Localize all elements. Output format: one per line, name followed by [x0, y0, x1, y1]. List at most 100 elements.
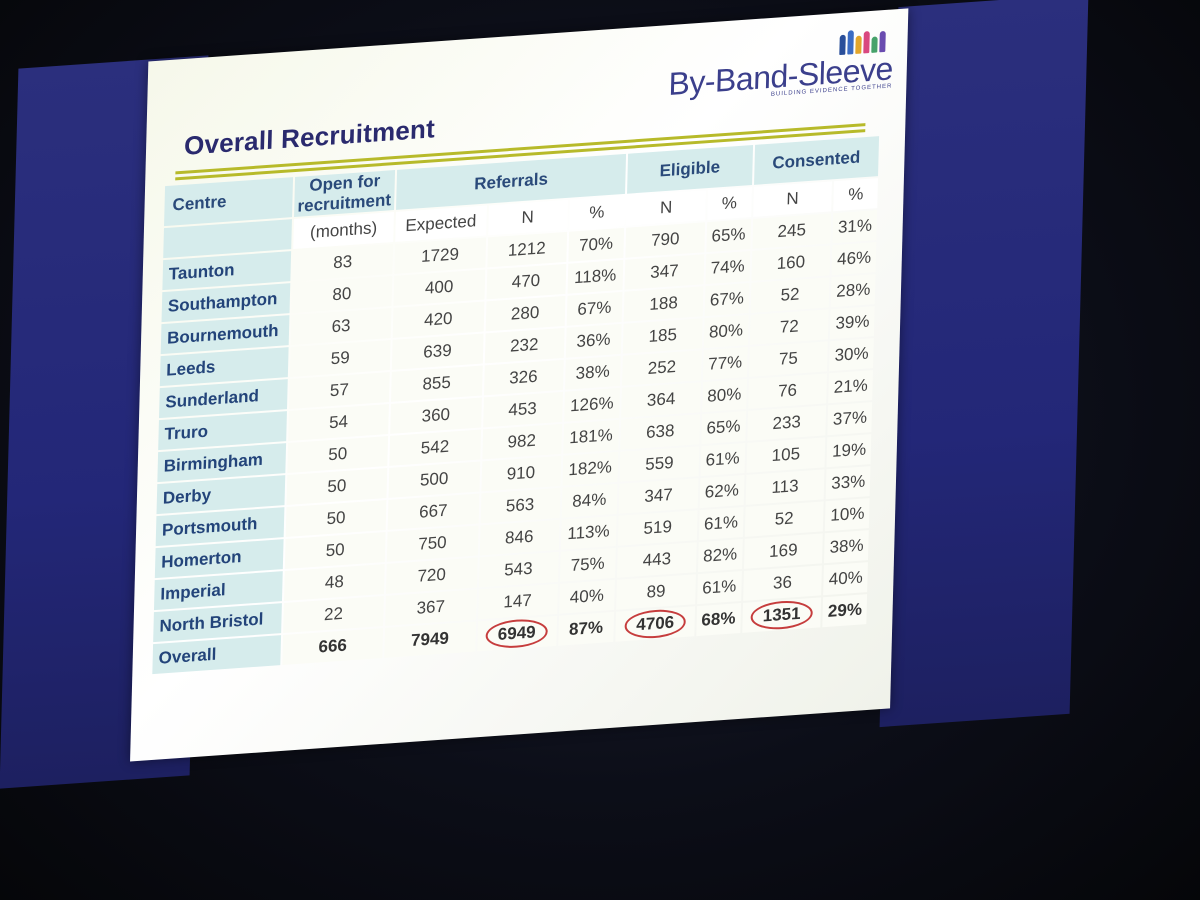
subheader-cons-pct: %	[833, 178, 878, 212]
header-centre: Centre	[164, 177, 294, 227]
subheader-ref-n: N	[487, 199, 568, 236]
cell-cons-n: 52	[744, 501, 825, 537]
highlight-circle: 1351	[750, 598, 813, 632]
cell-months: 63	[290, 308, 392, 346]
cell-elig-n: 347	[624, 254, 705, 290]
cell-cons-n: 160	[751, 245, 831, 281]
cell-ref-n: 280	[485, 295, 565, 332]
cell-months: 50	[284, 532, 386, 570]
overall-ref-pct: 87%	[557, 611, 615, 646]
cell-cons-n: 233	[746, 405, 827, 441]
cell-ref-pct: 126%	[563, 387, 621, 422]
subheader-ref-pct: %	[568, 195, 626, 230]
cell-cons-n: 75	[748, 341, 829, 377]
cell-expected: 667	[387, 493, 479, 530]
cell-months: 59	[289, 340, 391, 378]
cell-ref-n: 543	[478, 551, 559, 588]
cell-cons-pct: 39%	[830, 306, 875, 340]
cell-ref-pct: 36%	[565, 323, 622, 358]
recruitment-table: Centre Open for recruitment Referrals El…	[150, 134, 881, 676]
cell-cons-n: 72	[749, 309, 830, 345]
cell-ref-n: 563	[480, 487, 560, 524]
overall-ref-n: 6949	[476, 615, 557, 652]
cell-cons-pct: 38%	[824, 530, 869, 564]
cell-expected: 1729	[394, 237, 486, 274]
cell-elig-pct: 61%	[700, 443, 745, 477]
cell-expected: 639	[391, 333, 484, 370]
cell-elig-pct: 80%	[702, 379, 747, 413]
cell-expected: 400	[393, 269, 485, 306]
cell-elig-n: 638	[620, 414, 701, 450]
cell-elig-pct: 65%	[701, 411, 746, 445]
cell-expected: 542	[389, 429, 481, 466]
overall-cons-pct: 29%	[822, 594, 868, 628]
overall-elig-n: 4706	[615, 606, 696, 642]
cell-ref-pct: 38%	[564, 355, 621, 390]
cell-expected: 720	[385, 557, 478, 594]
cell-cons-n: 113	[745, 469, 825, 505]
cell-ref-n: 232	[484, 327, 565, 364]
cell-months: 22	[283, 596, 384, 634]
overall-months: 666	[282, 628, 384, 666]
cell-cons-pct: 37%	[827, 402, 873, 436]
cell-cons-pct: 19%	[826, 434, 872, 468]
cell-cons-pct: 21%	[828, 370, 873, 404]
cell-ref-pct: 118%	[567, 259, 624, 294]
cell-elig-pct: 61%	[698, 507, 744, 541]
cell-ref-n: 910	[481, 455, 561, 492]
cell-ref-n: 846	[479, 519, 560, 556]
cell-elig-n: 347	[618, 478, 699, 514]
cell-cons-pct: 10%	[825, 498, 870, 532]
cell-elig-pct: 80%	[703, 315, 749, 349]
cell-cons-n: 52	[750, 277, 830, 313]
cell-expected: 420	[392, 301, 485, 338]
cell-cons-pct: 46%	[831, 242, 877, 276]
cell-ref-n: 470	[486, 263, 566, 300]
overall-expected: 7949	[384, 621, 476, 658]
cell-cons-pct: 33%	[826, 466, 871, 500]
cell-elig-n: 89	[616, 574, 696, 610]
cell-expected: 750	[386, 525, 479, 562]
cell-months: 83	[292, 244, 394, 282]
cell-elig-n: 519	[617, 510, 698, 546]
cell-cons-pct: 40%	[823, 562, 868, 596]
projection-screen: By-Band-Sleeve Building Evidence Togethe…	[0, 0, 1089, 789]
cell-ref-pct: 67%	[566, 291, 623, 326]
overall-label: Overall	[152, 635, 282, 675]
cell-cons-pct: 31%	[832, 210, 878, 244]
cell-cons-n: 245	[751, 213, 832, 249]
cell-expected: 500	[388, 461, 480, 498]
cell-elig-pct: 61%	[697, 571, 742, 605]
cell-expected: 855	[391, 365, 483, 402]
slide: By-Band-Sleeve Building Evidence Togethe…	[130, 8, 909, 762]
cell-expected: 367	[385, 589, 477, 626]
header-consented: Consented	[753, 136, 880, 185]
cell-months: 48	[283, 564, 385, 602]
cell-elig-pct: 77%	[703, 347, 748, 381]
subheader-expected: Expected	[395, 205, 487, 242]
cell-elig-pct: 65%	[706, 219, 751, 253]
cell-ref-n: 326	[483, 359, 564, 396]
highlight-circle: 4706	[623, 607, 687, 641]
cell-cons-pct: 30%	[829, 338, 874, 372]
cell-months: 50	[287, 436, 389, 474]
subheader-elig-n: N	[626, 190, 707, 226]
cell-cons-n: 36	[742, 565, 823, 601]
cell-elig-n: 185	[622, 318, 703, 354]
cell-elig-n: 790	[625, 222, 706, 258]
logo: By-Band-Sleeve Building Evidence Togethe…	[668, 25, 894, 105]
cell-elig-n: 188	[623, 286, 704, 322]
cell-months: 50	[286, 468, 388, 506]
subheader-cons-n: N	[752, 181, 833, 217]
cell-expected: 360	[390, 397, 482, 434]
cell-ref-pct: 70%	[567, 227, 625, 262]
header-eligible: Eligible	[627, 145, 753, 194]
cell-elig-pct: 67%	[704, 283, 749, 317]
cell-cons-n: 76	[747, 373, 828, 409]
cell-elig-pct: 74%	[705, 251, 750, 285]
cell-ref-n: 147	[477, 583, 558, 620]
cell-ref-pct: 182%	[562, 451, 619, 486]
cell-months: 80	[291, 276, 393, 314]
cell-cons-pct: 28%	[831, 274, 876, 308]
table-body: Taunton 83 1729 1212 70% 790 65% 245 31% Southamp…	[153, 210, 878, 643]
